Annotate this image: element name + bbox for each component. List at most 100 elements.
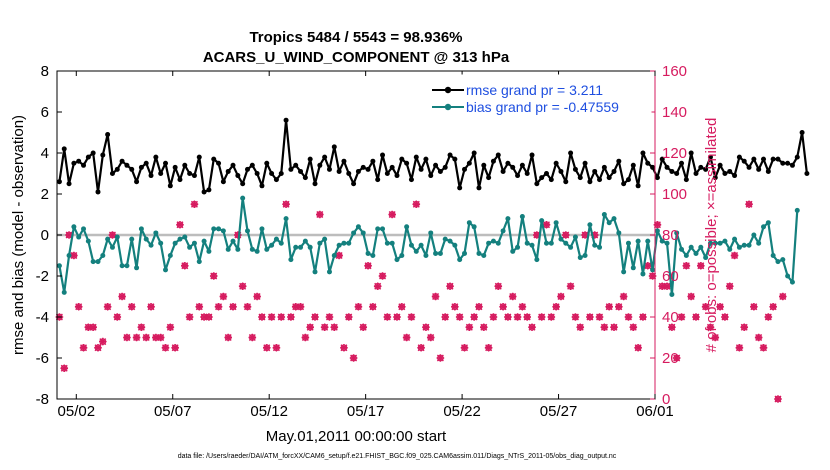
bias-point	[138, 226, 144, 232]
right-y-tick-label: 80	[662, 227, 679, 244]
bias-point	[577, 255, 583, 261]
bias-point	[240, 195, 246, 201]
bias-point	[163, 267, 169, 273]
obs-assimilated-point	[152, 333, 160, 342]
rmse-point	[761, 156, 767, 162]
rmse-point	[230, 162, 236, 168]
rmse-point	[789, 162, 795, 168]
rmse-point	[794, 154, 800, 160]
bias-point	[669, 291, 675, 297]
bias-point	[553, 220, 559, 226]
rmse-point	[71, 160, 77, 166]
rmse-point	[659, 156, 665, 162]
obs-assimilated-point	[547, 313, 556, 321]
bias-point	[216, 226, 222, 232]
bias-point	[278, 240, 284, 246]
obs-assimilated-point	[745, 200, 753, 209]
bias-point	[273, 236, 279, 242]
bias-point	[717, 240, 723, 246]
rmse-point	[572, 166, 578, 172]
obs-assimilated-point	[465, 323, 474, 332]
obs-assimilated-point	[677, 313, 686, 321]
bias-point	[452, 242, 458, 248]
bias-point	[418, 242, 424, 248]
data-file-footer: data file: /Users/raeder/DAI/ATM_forcXX/…	[178, 453, 617, 460]
x-axis: 05/02 05/07 05/12 05/17 05/22 05/27 06/01	[58, 71, 674, 420]
obs-assimilated-point	[600, 323, 609, 332]
bias-point	[61, 289, 67, 295]
left-y-tick-label: -2	[36, 268, 49, 285]
rmse-point	[138, 164, 144, 170]
bias-point	[172, 240, 178, 246]
obs-assimilated-point	[619, 292, 628, 301]
bias-point	[601, 212, 607, 217]
obs-assimilated-point	[489, 313, 498, 321]
obs-assimilated-point	[523, 313, 532, 321]
obs-assimilated-point	[142, 333, 151, 342]
right-y-axis-label: # of obs: o=possible; ×=assimilated	[703, 118, 720, 353]
rmse-point	[317, 162, 323, 168]
bias-point	[293, 244, 299, 250]
rmse-point	[85, 154, 91, 160]
bias-point	[515, 244, 521, 250]
rmse-point	[182, 162, 188, 168]
bias-point	[650, 267, 656, 273]
rmse-point	[437, 168, 443, 174]
rmse-point	[148, 173, 154, 179]
rmse-point	[804, 171, 810, 176]
obs-assimilated-point	[176, 220, 184, 229]
left-y-tick-label: 2	[41, 186, 49, 203]
legend-label-bias: bias grand pr = -0.47559	[466, 99, 619, 115]
rmse-point	[365, 166, 371, 172]
bias-point	[466, 220, 472, 226]
obs-assimilated-point	[156, 333, 165, 342]
obs-assimilated-point	[634, 343, 642, 352]
x-axis-label: May.01,2011 00:00:00 start	[266, 428, 447, 445]
rmse-point	[765, 168, 771, 174]
rmse-point	[81, 162, 87, 168]
rmse-point	[240, 181, 246, 187]
rmse-point	[466, 160, 472, 166]
rmse-point	[119, 158, 125, 164]
bias-point	[404, 224, 410, 230]
obs-assimilated-point	[369, 302, 377, 311]
obs-assimilated-point	[118, 292, 126, 301]
right-y-tick-label: 20	[662, 350, 679, 367]
x-tick-label: 05/27	[540, 403, 578, 420]
rmse-point	[558, 168, 564, 174]
bias-point	[302, 238, 308, 244]
rmse-point	[158, 171, 164, 176]
bias-point	[360, 230, 366, 236]
rmse-point	[611, 168, 617, 174]
obs-assimilated-point	[590, 231, 599, 239]
rmse-point	[216, 160, 222, 166]
rmse-point	[375, 177, 381, 183]
bias-point	[191, 240, 197, 246]
obs-assimilated-point	[653, 220, 662, 229]
bias-point	[413, 248, 419, 254]
obs-assimilated-point	[205, 313, 213, 321]
obs-assimilated-point	[504, 313, 512, 321]
rmse-point	[785, 160, 791, 166]
obs-assimilated-point	[451, 302, 459, 311]
rmse-point	[418, 166, 424, 172]
rmse-point	[635, 183, 641, 189]
bias-point	[785, 273, 791, 279]
bias-point	[187, 244, 193, 250]
bias-point	[732, 236, 738, 242]
obs-assimilated-point	[769, 302, 777, 311]
obs-assimilated-point	[499, 302, 507, 311]
bias-point	[481, 253, 487, 258]
bias-point	[322, 236, 328, 242]
rmse-point	[490, 158, 496, 164]
obs-assimilated-point	[94, 343, 102, 352]
bias-point	[500, 228, 506, 234]
obs-assimilated-point	[721, 313, 729, 321]
rmse-point	[167, 183, 173, 189]
rmse-point	[597, 177, 603, 183]
bias-point	[346, 240, 352, 246]
rmse-point	[717, 162, 723, 168]
bias-point	[389, 240, 395, 246]
bias-point	[244, 228, 250, 234]
bias-point	[85, 238, 91, 244]
